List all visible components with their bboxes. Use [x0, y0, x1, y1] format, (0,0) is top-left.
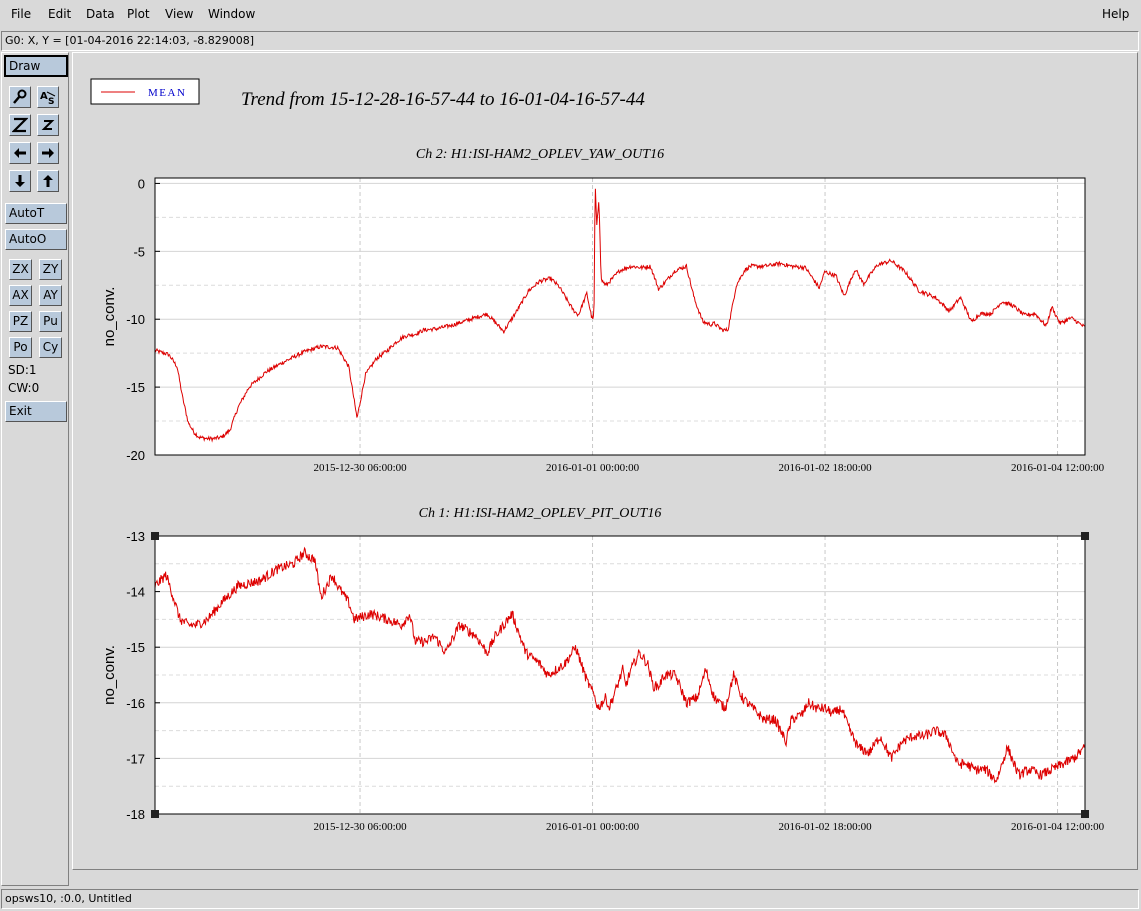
pu-button[interactable]: Pu: [39, 311, 62, 332]
zoom-icon: [13, 89, 27, 104]
pan-right-button[interactable]: [37, 142, 59, 164]
pz-button[interactable]: PZ: [9, 311, 32, 332]
menu-edit[interactable]: Edit: [48, 7, 72, 21]
y-tick-label: 0: [138, 176, 145, 191]
zoom-tool-button[interactable]: [9, 86, 31, 108]
toolbar: Draw A S: [1, 52, 69, 886]
ay-button[interactable]: AY: [39, 285, 62, 306]
window-status: opsws10, :0.0, Untitled: [1, 889, 1139, 909]
arrow-left-icon: [14, 148, 26, 158]
po-button[interactable]: Po: [9, 337, 32, 358]
selection-handle[interactable]: [1081, 810, 1089, 818]
menu-window[interactable]: Window: [208, 7, 256, 21]
svg-text:S: S: [48, 97, 54, 105]
x-tick-label: 2016-01-01 00:00:00: [546, 462, 640, 474]
y-tick-label: -10: [126, 312, 145, 327]
y-tick-label: -20: [126, 448, 145, 463]
zoom-out-z-button[interactable]: [37, 114, 59, 136]
label-tool-button[interactable]: A S: [37, 86, 59, 108]
zoom-in-z-button[interactable]: [9, 114, 31, 136]
chart-title: Ch 2: H1:ISI-HAM2_OPLEV_YAW_OUT16: [416, 147, 664, 162]
label-icon: A S: [40, 91, 56, 105]
plot-background: [155, 178, 1085, 455]
y-tick-label: -15: [126, 640, 145, 655]
pan-up-button[interactable]: [37, 170, 59, 192]
menu-data[interactable]: Data: [86, 7, 115, 21]
plot-area: MEAN Trend from 15-12-28-16-57-44 to 16-…: [72, 52, 1138, 870]
x-tick-label: 2015-12-30 06:00:00: [313, 821, 407, 833]
y-axis-label: no_conv.: [101, 287, 118, 347]
draw-button[interactable]: Draw: [4, 55, 68, 77]
y-tick-label: -13: [126, 529, 145, 544]
x-tick-label: 2016-01-02 18:00:00: [778, 462, 872, 474]
exit-button[interactable]: Exit: [5, 401, 67, 422]
menu-plot[interactable]: Plot: [127, 7, 150, 21]
y-tick-label: -18: [126, 807, 145, 822]
menu-file[interactable]: File: [11, 7, 32, 21]
y-tick-label: -17: [126, 751, 145, 766]
y-tick-label: -14: [126, 585, 145, 600]
x-tick-label: 2016-01-02 18:00:00: [778, 821, 872, 833]
y-tick-label: -16: [126, 696, 145, 711]
plot-frame: [154, 177, 1086, 456]
arrow-up-icon: [43, 175, 53, 187]
legend: MEAN: [90, 78, 200, 105]
selection-handle[interactable]: [151, 532, 159, 540]
series-trace: [154, 188, 1086, 443]
series-trace: [154, 546, 1086, 784]
x-tick-label: 2016-01-01 00:00:00: [546, 821, 640, 833]
zoom-out-z-icon: [41, 120, 55, 130]
zoom-in-z-icon: [12, 117, 28, 133]
ax-button[interactable]: AX: [9, 285, 32, 306]
pan-down-button[interactable]: [9, 170, 31, 192]
cw-indicator: CW:0: [8, 381, 40, 395]
x-tick-label: 2016-01-04 12:00:00: [1011, 821, 1105, 833]
plot-canvas[interactable]: MEAN Trend from 15-12-28-16-57-44 to 16-…: [73, 53, 1139, 871]
cursor-readout: G0: X, Y = [01-04-2016 22:14:03, -8.8290…: [1, 31, 1139, 51]
chart-pit: 2015-12-30 06:00:00 2016-01-01 00:00:00 20…: [101, 506, 1105, 833]
autoo-button[interactable]: AutoO: [5, 229, 67, 250]
x-tick-label: 2016-01-04 12:00:00: [1011, 462, 1105, 474]
cy-button[interactable]: Cy: [39, 337, 62, 358]
selection-handle[interactable]: [151, 810, 159, 818]
arrow-down-icon: [15, 175, 25, 187]
sd-indicator: SD:1: [8, 363, 37, 377]
plot-frame: [154, 535, 1086, 815]
pan-left-button[interactable]: [9, 142, 31, 164]
svg-text:A: A: [40, 91, 48, 102]
menu-view[interactable]: View: [165, 7, 194, 21]
autot-button[interactable]: AutoT: [5, 203, 67, 224]
selection-handle[interactable]: [1081, 532, 1089, 540]
x-tick-label: 2015-12-30 06:00:00: [313, 462, 407, 474]
menu-help[interactable]: Help: [1102, 7, 1130, 21]
zx-button[interactable]: ZX: [9, 259, 32, 280]
y-axis-label: no_conv.: [101, 645, 118, 705]
legend-label: MEAN: [148, 87, 186, 99]
page-title: Trend from 15-12-28-16-57-44 to 16-01-04…: [241, 89, 645, 110]
zy-button[interactable]: ZY: [39, 259, 62, 280]
arrow-right-icon: [42, 148, 54, 158]
y-tick-label: -15: [126, 380, 145, 395]
chart-yaw: 2015-12-30 06:00:00 2016-01-01 00:00:00 20…: [101, 147, 1105, 474]
menu-bar: File Edit Data Plot View Window Help: [0, 0, 1141, 30]
chart-title: Ch 1: H1:ISI-HAM2_OPLEV_PIT_OUT16: [419, 506, 662, 521]
y-tick-label: -5: [133, 244, 145, 259]
